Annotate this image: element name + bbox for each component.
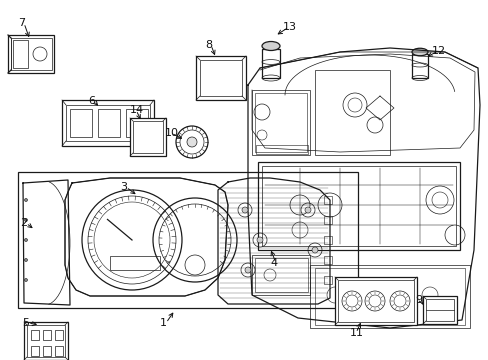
Circle shape: [242, 207, 247, 213]
Circle shape: [24, 239, 27, 242]
Bar: [24, 322, 68, 360]
Bar: [196, 56, 245, 100]
Text: 12: 12: [431, 46, 445, 56]
Text: 9: 9: [414, 295, 421, 305]
Bar: [251, 90, 309, 155]
Circle shape: [186, 137, 197, 147]
Bar: [11, 38, 52, 70]
Bar: [31, 330, 39, 340]
Bar: [309, 265, 469, 328]
Circle shape: [24, 198, 27, 202]
Bar: [98, 109, 120, 137]
Bar: [256, 145, 307, 154]
Circle shape: [24, 279, 27, 282]
Bar: [324, 236, 331, 244]
Bar: [254, 93, 306, 152]
Bar: [258, 162, 459, 250]
Bar: [422, 296, 456, 324]
Bar: [251, 255, 309, 295]
Text: 3: 3: [120, 182, 127, 192]
Bar: [314, 268, 464, 325]
Bar: [126, 109, 148, 137]
Text: 11: 11: [349, 328, 363, 338]
Bar: [55, 346, 63, 356]
Circle shape: [244, 267, 250, 273]
Text: 1: 1: [160, 318, 167, 328]
Text: 10: 10: [164, 128, 179, 138]
Bar: [324, 276, 331, 284]
Text: 14: 14: [130, 105, 144, 115]
Bar: [130, 118, 165, 156]
Text: 8: 8: [204, 40, 212, 50]
Circle shape: [257, 237, 263, 243]
Bar: [411, 54, 427, 78]
Bar: [110, 256, 160, 270]
Bar: [334, 277, 416, 325]
Bar: [13, 40, 28, 68]
Ellipse shape: [262, 41, 280, 50]
Circle shape: [305, 207, 310, 213]
Bar: [66, 105, 150, 141]
Bar: [43, 346, 51, 356]
Bar: [337, 280, 413, 322]
Text: 6: 6: [88, 96, 95, 106]
Bar: [8, 35, 54, 73]
Text: 4: 4: [269, 258, 277, 268]
Text: 13: 13: [283, 22, 296, 32]
Bar: [31, 346, 39, 356]
Bar: [62, 100, 154, 146]
Bar: [324, 256, 331, 264]
Polygon shape: [212, 70, 229, 86]
Ellipse shape: [411, 48, 427, 56]
Bar: [314, 70, 389, 155]
Bar: [43, 330, 51, 340]
Bar: [55, 330, 63, 340]
Bar: [70, 109, 92, 137]
Text: 2: 2: [20, 218, 27, 228]
Bar: [27, 325, 65, 357]
Bar: [18, 172, 357, 308]
Circle shape: [311, 247, 317, 253]
Bar: [200, 60, 242, 96]
Bar: [262, 49, 280, 78]
Text: 7: 7: [18, 18, 25, 28]
Bar: [425, 299, 453, 321]
Bar: [324, 216, 331, 224]
Bar: [262, 166, 455, 246]
Circle shape: [24, 258, 27, 261]
Bar: [324, 196, 331, 204]
Text: 5: 5: [22, 318, 29, 328]
Circle shape: [24, 219, 27, 221]
Bar: [254, 258, 307, 292]
Bar: [133, 121, 163, 153]
